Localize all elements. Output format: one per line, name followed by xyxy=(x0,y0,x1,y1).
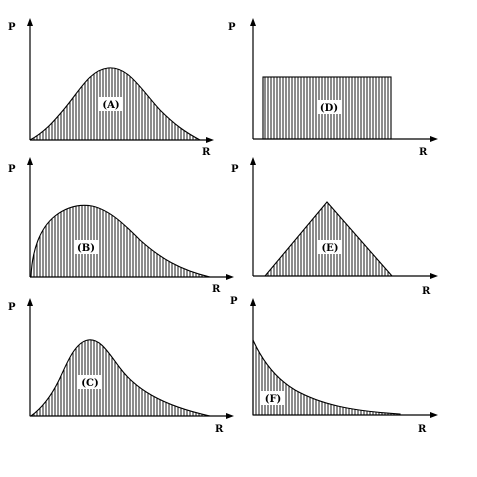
x-arrow-a xyxy=(206,137,214,143)
y-arrow-c xyxy=(27,298,33,306)
x-arrow-d xyxy=(430,136,438,142)
y-arrow-e xyxy=(250,157,256,165)
panel-f: (F) P R xyxy=(230,296,438,435)
x-arrow-b xyxy=(226,274,234,280)
panel-e: (E) P R xyxy=(231,157,438,297)
x-arrow-c xyxy=(226,413,234,419)
x-label-c: R xyxy=(215,424,224,435)
y-label-c: P xyxy=(8,302,16,313)
panel-label-f: (F) xyxy=(265,394,282,405)
curve-f xyxy=(252,339,401,416)
x-label-e: R xyxy=(422,286,431,297)
y-label-b: P xyxy=(8,164,16,175)
panel-b: (B) P R xyxy=(8,157,234,295)
panel-label-c: (C) xyxy=(81,378,98,389)
y-label-e: P xyxy=(231,164,239,175)
y-arrow-d xyxy=(250,18,256,26)
panel-a: (A) P R xyxy=(8,18,214,158)
y-arrow-f xyxy=(250,298,256,306)
x-label-a: R xyxy=(202,147,211,158)
y-arrow-b xyxy=(27,157,33,165)
x-arrow-e xyxy=(430,273,438,279)
panel-label-d: (D) xyxy=(320,103,338,114)
y-label-f: P xyxy=(230,296,238,307)
curve-b xyxy=(30,204,211,278)
y-arrow-a xyxy=(27,18,33,26)
x-label-b: R xyxy=(212,284,221,295)
panel-d: (D) P R xyxy=(228,18,438,158)
curve-c xyxy=(29,339,211,417)
curve-e xyxy=(263,201,394,277)
panel-label-b: (B) xyxy=(77,243,95,254)
x-label-f: R xyxy=(418,424,427,435)
x-label-d: R xyxy=(419,147,428,158)
panel-label-e: (E) xyxy=(321,243,338,254)
x-arrow-f xyxy=(430,412,438,418)
panel-c: (C) P R xyxy=(8,298,234,435)
panel-label-a: (A) xyxy=(102,100,119,111)
y-label-d: P xyxy=(228,22,236,33)
y-label-a: P xyxy=(8,22,16,33)
